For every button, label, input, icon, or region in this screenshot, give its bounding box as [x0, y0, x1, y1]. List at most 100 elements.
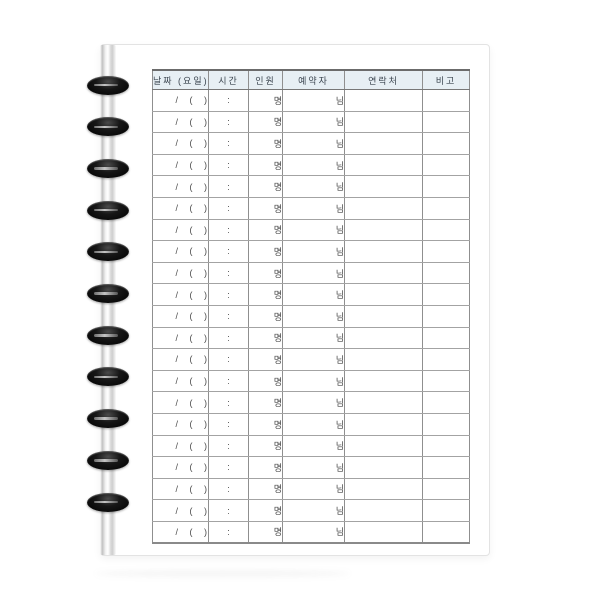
table-row: / ( ): 명 님	[152, 520, 470, 544]
note-cell	[422, 434, 470, 458]
people-cell: 명	[248, 261, 283, 285]
time-cell: :	[208, 89, 249, 112]
people-cell: 명	[248, 412, 283, 436]
reserver-cell: 님	[282, 348, 345, 371]
table-row: / ( ): 명 님	[152, 110, 470, 134]
reserver-cell: 님	[282, 326, 345, 350]
time-cell: :	[208, 434, 249, 458]
reservation-table-wrap: 날짜 (요일) 시간 인원 예약자 연락처 비고 / ( ): 명 님 / ( ): 명…	[152, 69, 470, 544]
note-cell	[422, 369, 470, 393]
binding-disc	[87, 409, 129, 429]
binding-disc	[87, 492, 129, 512]
time-cell: :	[208, 196, 249, 220]
table-row: / ( ): 명 님	[152, 132, 470, 155]
people-cell: 명	[248, 175, 283, 198]
binding-disc	[87, 367, 129, 387]
reserver-cell: 님	[282, 89, 345, 112]
reserver-cell: 님	[282, 240, 345, 263]
contact-cell	[344, 456, 423, 479]
table-row: / ( ): 명 님	[152, 304, 470, 328]
date-cell: / ( )	[152, 304, 209, 328]
disc-slit	[93, 375, 119, 379]
reserver-cell: 님	[282, 132, 345, 155]
reserver-cell: 님	[282, 175, 345, 198]
time-cell: :	[208, 391, 249, 414]
notebook-page: 날짜 (요일) 시간 인원 예약자 연락처 비고 / ( ): 명 님 / ( ): 명…	[100, 44, 490, 556]
note-cell	[422, 520, 470, 544]
reserver-cell: 님	[282, 369, 345, 393]
time-cell: :	[208, 412, 249, 436]
reserver-cell: 님	[282, 304, 345, 328]
date-cell: / ( )	[152, 456, 209, 479]
note-cell	[422, 304, 470, 328]
contact-cell	[344, 520, 423, 544]
time-cell: :	[208, 132, 249, 155]
time-cell: :	[208, 153, 249, 177]
contact-cell	[344, 132, 423, 155]
disc-slit	[93, 459, 119, 462]
table-row: / ( ): 명 님	[152, 391, 470, 414]
note-cell	[422, 456, 470, 479]
date-cell: / ( )	[152, 240, 209, 263]
note-cell	[422, 218, 470, 242]
people-cell: 명	[248, 110, 283, 134]
contact-cell	[344, 434, 423, 458]
table-row: / ( ): 명 님	[152, 499, 470, 522]
date-cell: / ( )	[152, 196, 209, 220]
date-cell: / ( )	[152, 326, 209, 350]
people-cell: 명	[248, 218, 283, 242]
date-cell: / ( )	[152, 175, 209, 198]
date-cell: / ( )	[152, 89, 209, 112]
date-cell: / ( )	[152, 434, 209, 458]
note-cell	[422, 348, 470, 371]
date-cell: / ( )	[152, 391, 209, 414]
contact-cell	[344, 110, 423, 134]
table-row: / ( ): 명 님	[152, 196, 470, 220]
contact-cell	[344, 304, 423, 328]
reserver-cell: 님	[282, 520, 345, 544]
table-row: / ( ): 명 님	[152, 369, 470, 393]
date-cell: / ( )	[152, 218, 209, 242]
date-cell: / ( )	[152, 132, 209, 155]
time-cell: :	[208, 261, 249, 285]
note-cell	[422, 153, 470, 177]
people-cell: 명	[248, 153, 283, 177]
people-cell: 명	[248, 391, 283, 414]
page-shadow	[95, 570, 350, 577]
note-cell	[422, 110, 470, 134]
header-contact: 연락처	[344, 69, 423, 90]
table-row: / ( ): 명 님	[152, 477, 470, 501]
contact-cell	[344, 348, 423, 371]
reservation-table: 날짜 (요일) 시간 인원 예약자 연락처 비고 / ( ): 명 님 / ( ): 명…	[152, 69, 470, 544]
reserver-cell: 님	[282, 153, 345, 177]
contact-cell	[344, 499, 423, 522]
note-cell	[422, 283, 470, 306]
people-cell: 명	[248, 326, 283, 350]
note-cell	[422, 132, 470, 155]
table-row: / ( ): 명 님	[152, 261, 470, 285]
people-cell: 명	[248, 369, 283, 393]
note-cell	[422, 391, 470, 414]
people-cell: 명	[248, 348, 283, 371]
time-cell: :	[208, 499, 249, 522]
reservation-table-body: / ( ): 명 님 / ( ): 명 님 / ( ): 명 님 / ( ): 명 님 / ( ): 명 님…	[152, 89, 470, 544]
disc-slit	[93, 250, 119, 254]
contact-cell	[344, 196, 423, 220]
reserver-cell: 님	[282, 434, 345, 458]
date-cell: / ( )	[152, 283, 209, 306]
contact-cell	[344, 477, 423, 501]
time-cell: :	[208, 240, 249, 263]
binding-disc	[87, 325, 129, 345]
binding-disc	[87, 75, 129, 95]
header-row: 날짜 (요일) 시간 인원 예약자 연락처 비고	[152, 69, 470, 90]
note-cell	[422, 499, 470, 522]
note-cell	[422, 412, 470, 436]
contact-cell	[344, 218, 423, 242]
table-row: / ( ): 명 님	[152, 434, 470, 458]
reserver-cell: 님	[282, 196, 345, 220]
header-note: 비고	[422, 69, 470, 90]
reserver-cell: 님	[282, 283, 345, 306]
binding-disc	[87, 284, 129, 303]
binding-disc	[87, 200, 129, 220]
